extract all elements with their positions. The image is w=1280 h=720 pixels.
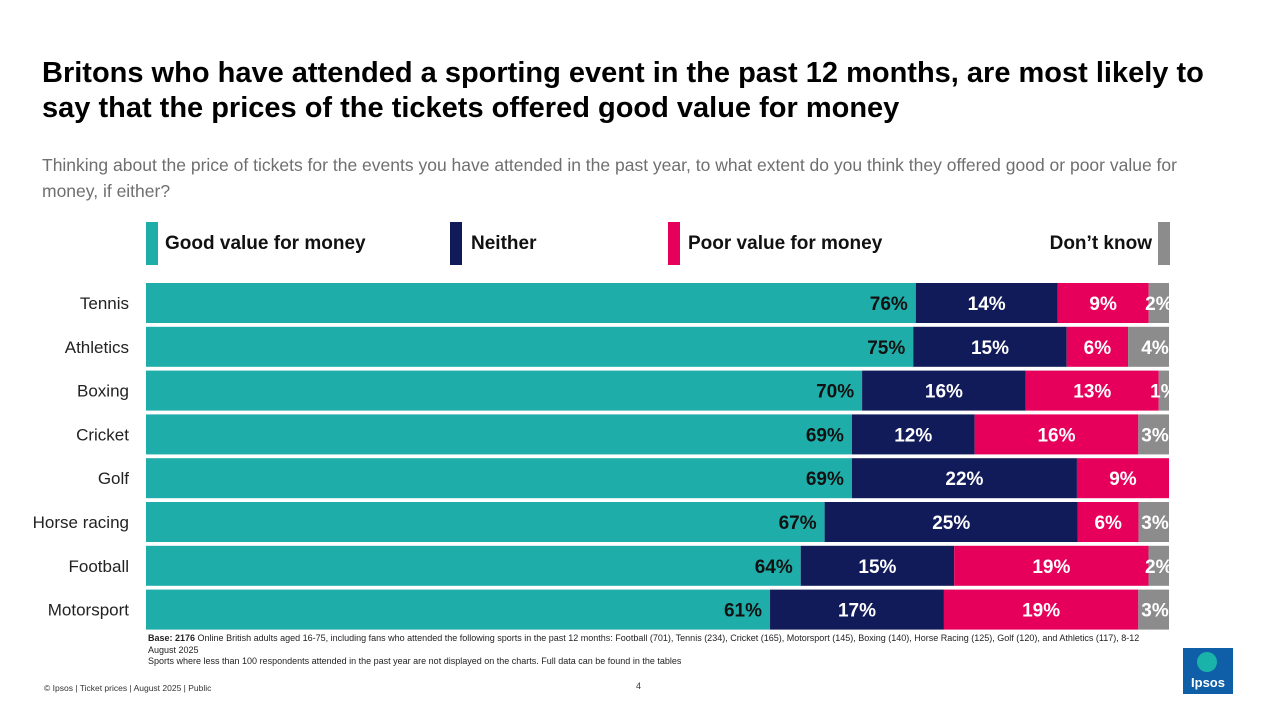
data-label-football-poor: 19% (1032, 557, 1070, 578)
stacked-bar-chart: Tennis 76% 14% 9% 2% Athletics 75% 15% 6% 4% Boxin… (32, 283, 1178, 630)
bar-segment-golf-good (146, 458, 852, 499)
legend-label-dontknow: Don’t know (1049, 233, 1152, 254)
bar-segment-horse-racing-good (146, 502, 825, 542)
data-label-cricket-neither: 12% (894, 425, 932, 446)
data-label-boxing-neither: 16% (925, 382, 963, 403)
base-note: Base: 2176 Online British adults aged 16… (148, 633, 1168, 668)
bar-segment-boxing-neither (862, 370, 1026, 411)
data-label-golf-neither: 22% (945, 469, 983, 490)
data-label-cricket-good: 69% (806, 425, 844, 446)
data-label-horse-racing-poor: 6% (1094, 513, 1122, 534)
bar-segment-motorsport-good (146, 589, 771, 630)
data-label-football-neither: 15% (858, 557, 896, 578)
category-label-golf: Golf (98, 469, 129, 488)
logo-text: Ipsos (1191, 675, 1225, 690)
legend-label-poor: Poor value for money (688, 233, 883, 254)
bar-segment-tennis-neither (915, 283, 1058, 323)
data-label-football-good: 64% (755, 557, 793, 578)
legend-swatch-neither (450, 222, 462, 265)
category-label-tennis: Tennis (80, 294, 129, 313)
data-label-motorsport-neither: 17% (838, 601, 876, 622)
data-label-tennis-poor: 9% (1089, 294, 1117, 315)
bar-segment-horse-racing-neither (824, 502, 1078, 542)
bar-segment-cricket-dontknow (1138, 414, 1169, 455)
bar-segment-athletics-good (146, 326, 914, 367)
base-text: Online British adults aged 16-75, includ… (148, 633, 1140, 655)
data-label-tennis-neither: 14% (968, 294, 1006, 315)
legend-swatch-good (146, 222, 158, 265)
data-label-golf-poor: 9% (1109, 469, 1137, 490)
category-label-football: Football (69, 557, 129, 576)
data-label-tennis-dontknow: 2% (1145, 294, 1173, 315)
data-label-motorsport-good: 61% (724, 601, 762, 622)
footer-copyright: © Ipsos | Ticket prices | August 2025 | … (44, 683, 212, 693)
legend-swatch-poor (668, 222, 680, 265)
bar-segment-athletics-poor (1066, 326, 1129, 367)
page-number: 4 (636, 681, 642, 691)
bar-segment-tennis-good (146, 283, 916, 323)
bar-segment-motorsport-neither (770, 589, 944, 630)
bar-segment-horse-racing-dontknow (1138, 502, 1169, 542)
legend-label-good: Good value for money (165, 233, 366, 254)
bar-segment-athletics-neither (913, 326, 1067, 367)
bar-segment-golf-poor (1076, 458, 1169, 499)
category-label-cricket: Cricket (76, 425, 129, 444)
bar-segment-boxing-good (146, 370, 863, 411)
bar-segment-football-poor (954, 545, 1149, 586)
bar-segment-boxing-dontknow (1158, 370, 1169, 411)
data-label-boxing-dontknow: 1% (1150, 382, 1178, 403)
bar-segment-boxing-poor (1025, 370, 1159, 411)
category-label-athletics: Athletics (65, 338, 129, 357)
data-label-football-dontknow: 2% (1145, 557, 1173, 578)
bar-segment-motorsport-poor (943, 589, 1139, 630)
data-label-boxing-good: 70% (816, 382, 854, 403)
base-label: Base: 2176 (148, 633, 196, 643)
base-footnote: Sports where less than 100 respondents a… (148, 656, 682, 666)
chart-title: Britons who have attended a sporting eve… (42, 57, 1204, 124)
bar-segment-football-neither (800, 545, 955, 586)
bar-segment-cricket-good (146, 414, 852, 455)
data-label-horse-racing-neither: 25% (932, 513, 970, 534)
bar-segment-cricket-neither (851, 414, 975, 455)
bar-segment-football-dontknow (1148, 545, 1169, 586)
bar-segment-golf-neither (851, 458, 1077, 499)
legend-item-dontknow: Don’t know (1000, 222, 1170, 265)
category-label-motorsport: Motorsport (48, 601, 130, 620)
data-label-motorsport-poor: 19% (1022, 601, 1060, 622)
data-label-boxing-poor: 13% (1073, 382, 1111, 403)
data-label-athletics-poor: 6% (1084, 338, 1112, 359)
data-label-cricket-poor: 16% (1037, 425, 1075, 446)
bar-segment-tennis-dontknow (1148, 283, 1169, 323)
data-label-horse-racing-good: 67% (779, 513, 817, 534)
data-label-golf-good: 69% (806, 469, 844, 490)
data-label-athletics-good: 75% (867, 338, 905, 359)
bar-segment-motorsport-dontknow (1138, 589, 1169, 630)
data-label-horse-racing-dontknow: 3% (1141, 513, 1169, 534)
legend-label-neither: Neither (471, 233, 537, 254)
chart-subtitle: Thinking about the price of tickets for … (42, 155, 1177, 201)
category-label-boxing: Boxing (77, 382, 129, 401)
data-label-cricket-dontknow: 3% (1141, 425, 1169, 446)
base-description: Base: 2176 Online British adults aged 16… (148, 633, 1168, 656)
bar-segment-tennis-poor (1057, 283, 1149, 323)
bar-segment-athletics-dontknow (1128, 326, 1169, 367)
data-label-motorsport-dontknow: 3% (1141, 601, 1169, 622)
data-label-athletics-dontknow: 4% (1141, 338, 1169, 359)
data-label-athletics-neither: 15% (971, 338, 1009, 359)
bar-segment-cricket-poor (974, 414, 1139, 455)
bar-segment-horse-racing-poor (1077, 502, 1139, 542)
data-label-tennis-good: 76% (870, 294, 908, 315)
logo-mark-icon (1197, 652, 1217, 672)
ipsos-logo: Ipsos (1183, 648, 1233, 694)
legend-swatch-dontknow (1158, 222, 1170, 265)
category-label-horse-racing: Horse racing (33, 513, 129, 532)
bar-segment-football-good (146, 545, 801, 586)
